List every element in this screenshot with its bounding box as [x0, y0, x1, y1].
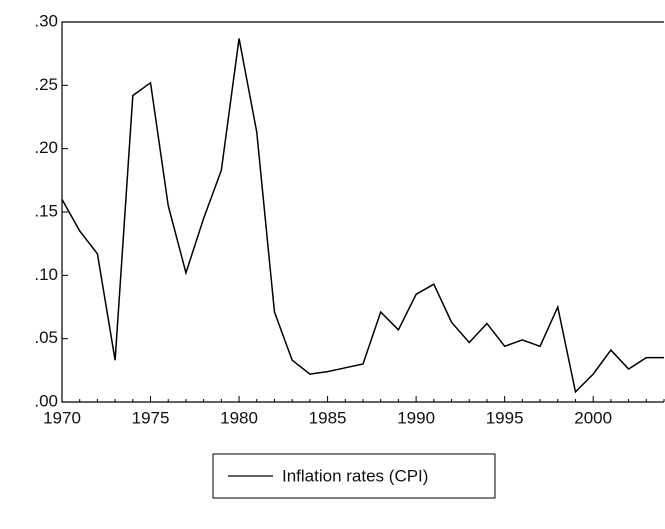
- x-tick-label: 1995: [486, 408, 524, 427]
- x-tick-label: 1970: [43, 408, 81, 427]
- y-tick-label: .15: [34, 201, 58, 220]
- y-tick-label: .10: [34, 265, 58, 284]
- x-tick-label: 2000: [574, 408, 612, 427]
- plot-frame: [61, 21, 664, 403]
- x-tick-label: 1980: [220, 408, 258, 427]
- x-tick-label: 1975: [132, 408, 170, 427]
- y-tick-label: .30: [34, 11, 58, 30]
- series-line: [61, 38, 664, 394]
- x-tick-label: 1990: [397, 408, 435, 427]
- legend-label: Inflation rates (CPI): [282, 466, 428, 485]
- x-tick-label: 1985: [309, 408, 347, 427]
- y-tick-label: .25: [34, 75, 58, 94]
- y-tick-label: .05: [34, 328, 58, 347]
- y-tick-label: .00: [34, 391, 58, 410]
- legend-box: [212, 453, 496, 499]
- y-tick-label: .20: [34, 138, 58, 157]
